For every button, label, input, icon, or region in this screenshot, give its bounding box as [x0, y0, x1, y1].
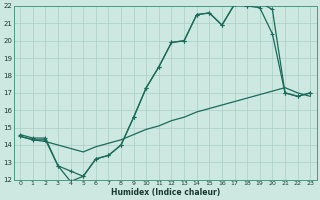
X-axis label: Humidex (Indice chaleur): Humidex (Indice chaleur) [111, 188, 220, 197]
